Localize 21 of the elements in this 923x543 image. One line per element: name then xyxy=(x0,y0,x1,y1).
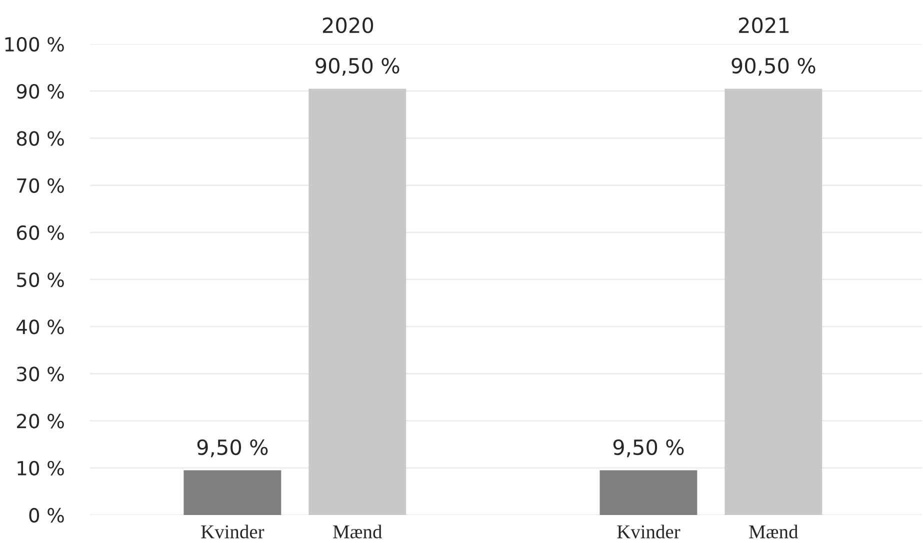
y-tick-label: 90 % xyxy=(16,84,64,99)
y-tick-label: 10 % xyxy=(18,460,64,476)
data-label: 9,50 % xyxy=(197,439,268,458)
y-tick-label: 30 % xyxy=(17,366,64,382)
y-tick-label: 20 % xyxy=(17,414,64,428)
x-tick-label: Mænd xyxy=(333,524,382,538)
y-tick-label: 60 % xyxy=(16,225,64,240)
chart-title: 2020 xyxy=(322,17,374,34)
data-label: 9,50 % xyxy=(613,439,684,458)
x-tick-label: Kvinder xyxy=(201,524,264,538)
x-tick-label: Kvinder xyxy=(617,524,680,538)
y-tick-label: 40 % xyxy=(16,320,64,334)
y-tick-label: 50 % xyxy=(17,272,64,288)
y-tick-label: 70 % xyxy=(17,178,64,193)
x-tick-label: Mænd xyxy=(749,524,798,538)
data-label: 90,50 % xyxy=(316,58,400,76)
y-tick-label: 80 % xyxy=(16,131,64,146)
y-tick-label: 100 % xyxy=(5,36,64,52)
y-tick-label: 0 % xyxy=(29,508,64,523)
data-label: 90,50 % xyxy=(732,58,816,76)
chart-title: 2021 xyxy=(738,17,789,34)
